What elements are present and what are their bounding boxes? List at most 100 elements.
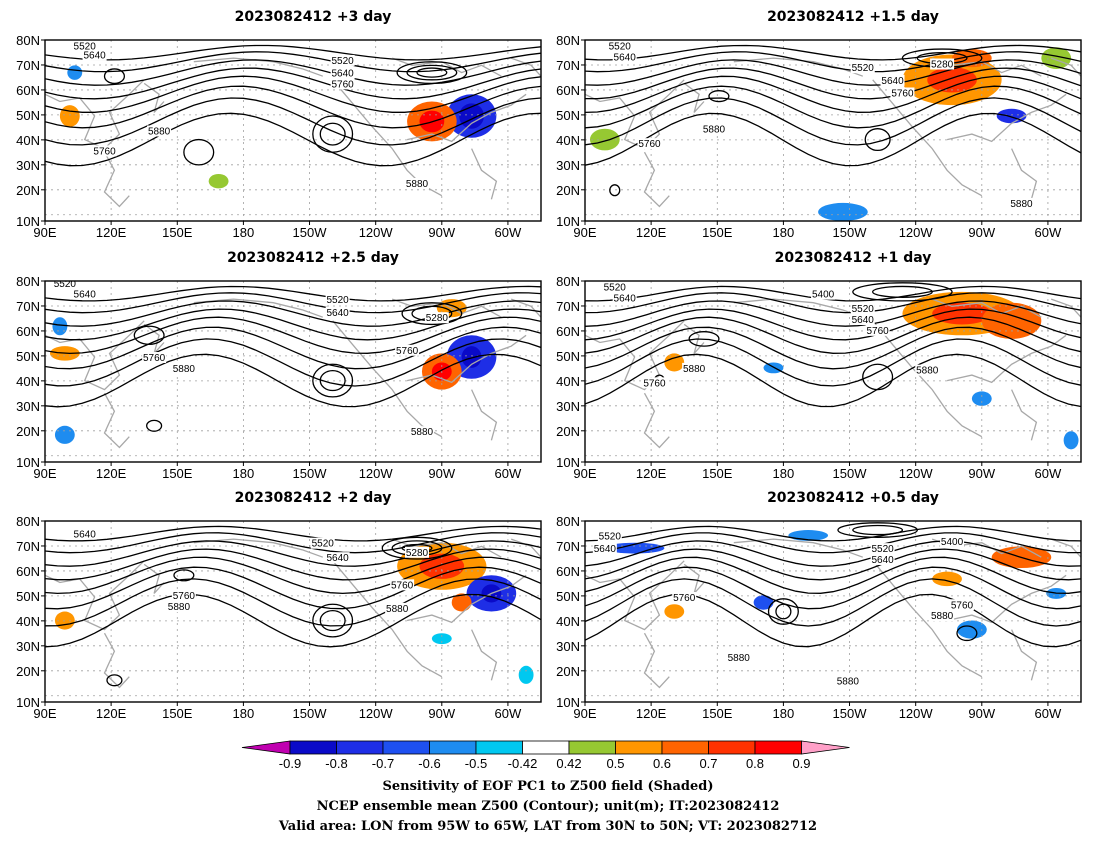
coastline <box>1050 538 1081 558</box>
lat-tick-label: 60N <box>16 83 40 98</box>
lat-tick-label: 20N <box>16 183 40 198</box>
contour-label-bg <box>395 344 420 356</box>
sensitivity-shade <box>753 595 774 610</box>
contour-label: 5760 <box>93 146 116 157</box>
lon-tick-label: 90E <box>573 466 596 481</box>
sensitivity-shade <box>1063 431 1079 450</box>
contour-label-bg <box>325 306 350 318</box>
colorbar-swatch <box>382 740 430 755</box>
contour-label: 5520 <box>54 279 77 290</box>
lon-tick-label: 150E <box>702 225 733 240</box>
z500-contour <box>585 525 1081 542</box>
contour-label-bg <box>72 288 97 300</box>
colorbar-label: -0.42 <box>508 756 538 771</box>
contour-label: 5760 <box>331 79 354 90</box>
lon-tick-label: 180 <box>773 706 795 721</box>
contour-label-bg <box>310 537 335 549</box>
lon-tick-label: 60W <box>495 706 522 721</box>
contour-label-bg <box>850 62 875 74</box>
lon-tick-label: 120E <box>636 466 667 481</box>
contour-label: 5520 <box>327 295 350 306</box>
z500-closed-contour <box>767 598 799 625</box>
z500-closed-contour <box>406 64 458 81</box>
coastline <box>733 538 864 558</box>
z500-contour <box>585 97 1081 146</box>
contour-label-bg <box>597 530 622 542</box>
z500-closed-contour <box>312 115 354 153</box>
colorbar-label: 0.6 <box>653 756 671 771</box>
z500-contour <box>585 353 1081 408</box>
contour-label: 5760 <box>951 600 974 611</box>
colorbar-max-arrow <box>801 740 850 755</box>
z500-closed-contour <box>401 302 463 326</box>
contour-label-bg <box>835 675 860 687</box>
lon-tick-label: 90E <box>33 706 56 721</box>
z500-closed-contour <box>173 569 195 582</box>
z500-contour <box>45 540 541 567</box>
z500-contour <box>45 112 541 167</box>
sensitivity-shade <box>461 346 482 368</box>
contour-label-bg <box>612 292 637 304</box>
lon-tick-label: 120E <box>636 225 667 240</box>
contour-label: 5520 <box>852 63 875 74</box>
z500-closed-contour <box>872 285 933 298</box>
lon-tick-label: 150W <box>293 706 328 721</box>
z500-closed-contour <box>862 363 894 391</box>
z500-contour <box>45 593 541 648</box>
sensitivity-shade <box>431 633 452 645</box>
colorbar-label: 0.8 <box>746 756 764 771</box>
contour-label: 5760 <box>643 378 666 389</box>
lat-tick-label: 80N <box>556 274 580 289</box>
lon-tick-label: 120W <box>359 466 394 481</box>
contour-label-bg <box>890 87 915 99</box>
contour-label-bg <box>52 281 77 289</box>
contour-label: 5280 <box>426 313 449 324</box>
z500-closed-contour <box>106 674 123 687</box>
lat-tick-label: 40N <box>16 614 40 629</box>
coastline <box>1011 389 1038 441</box>
map-panel-6: 5520564054005520564057605880576058805880… <box>556 490 1082 721</box>
z500-closed-contour <box>319 122 346 146</box>
contour-label-bg <box>385 602 410 614</box>
colorbar: -0.9 -0.8 -0.7 -0.6 -0.5 -0.42 0.42 0.5 0.6 0.7 0.… <box>241 740 850 771</box>
lat-tick-label: 60N <box>556 324 580 339</box>
panel-title: 2023082412 +2 day <box>235 490 392 506</box>
coastline <box>510 57 541 77</box>
contour-label-bg <box>72 528 97 540</box>
contour-label: 5880 <box>173 364 196 375</box>
z500-closed-contour <box>416 67 448 78</box>
z500-closed-contour <box>381 536 453 560</box>
coastline <box>683 563 705 594</box>
panel-frame <box>44 280 542 463</box>
z500-contour <box>45 578 541 627</box>
coastline <box>45 560 145 631</box>
coastline <box>733 298 864 318</box>
lon-tick-label: 150E <box>162 706 193 721</box>
lat-tick-label: 20N <box>556 664 580 679</box>
panel-title: 2023082412 +0.5 day <box>767 490 939 506</box>
lat-tick-label: 70N <box>556 299 580 314</box>
coastline <box>872 560 983 678</box>
contour-label: 5520 <box>852 304 875 315</box>
z500-contour <box>585 75 1081 114</box>
lon-tick-label: 120E <box>96 466 127 481</box>
z500-contour <box>45 67 541 100</box>
lon-tick-label: 90W <box>428 706 455 721</box>
lat-tick-label: 20N <box>16 424 40 439</box>
lon-tick-label: 150E <box>162 225 193 240</box>
lat-tick-label: 30N <box>16 399 40 414</box>
z500-closed-contour <box>708 90 730 103</box>
contour-label-bg <box>92 145 117 157</box>
z500-contour <box>45 44 541 61</box>
lon-tick-label: 180 <box>233 225 255 240</box>
coastline <box>585 560 685 631</box>
lon-tick-label: 60W <box>1035 225 1062 240</box>
contour-label: 5520 <box>604 282 627 293</box>
colorbar-label: -0.6 <box>418 756 440 771</box>
contour-label: 5880 <box>1010 199 1033 210</box>
contour-label: 5760 <box>891 88 914 99</box>
contour-label: 5760 <box>173 591 196 602</box>
contour-label: 5880 <box>728 653 751 664</box>
lat-tick-label: 60N <box>556 83 580 98</box>
